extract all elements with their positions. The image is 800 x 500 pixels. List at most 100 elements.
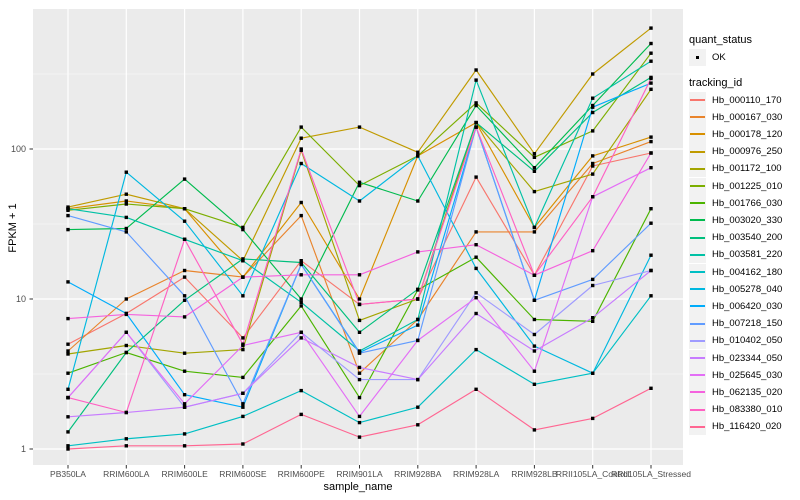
legend-line-icon <box>690 357 705 359</box>
data-point-marker <box>299 273 303 277</box>
point-marker-icon <box>696 55 700 59</box>
legend-item-Hb_000976_250: Hb_000976_250 <box>689 143 800 161</box>
data-point-marker <box>591 161 595 166</box>
data-point-marker <box>532 169 537 173</box>
data-point-marker <box>241 347 245 352</box>
data-point-marker <box>474 266 478 271</box>
x-tick-label-RRIM901LA: RRIM901LA <box>336 469 383 479</box>
data-point-marker <box>532 230 537 234</box>
data-point-marker <box>182 402 187 406</box>
x-tick-label-RRII105LA_Control: RRII105LA_Control <box>555 469 630 479</box>
data-point-marker <box>66 430 70 434</box>
data-point-marker <box>474 296 478 300</box>
x-tick-label-RRIM600LA: RRIM600LA <box>103 469 150 479</box>
data-point-marker <box>182 207 187 211</box>
legend-title-tracking-id: tracking_id <box>689 77 743 89</box>
data-point-marker <box>66 207 70 211</box>
data-point-marker <box>532 332 537 337</box>
data-point-marker <box>182 405 187 409</box>
data-point-marker <box>66 447 70 451</box>
data-point-marker <box>241 391 245 395</box>
data-point-marker <box>241 227 245 232</box>
data-point-marker <box>182 393 187 397</box>
data-point-marker <box>532 166 537 170</box>
legend-item-Hb_116420_020: Hb_116420_020 <box>689 418 800 436</box>
legend-item-Hb_003020_330: Hb_003020_330 <box>689 211 800 229</box>
data-point-marker <box>591 371 595 375</box>
data-point-marker <box>299 297 303 301</box>
data-point-marker <box>591 96 595 100</box>
data-point-marker <box>649 87 653 91</box>
data-point-marker <box>299 304 303 308</box>
legend-item-label: Hb_004162_180 <box>712 266 783 278</box>
x-tick-label-RRIM600SE: RRIM600SE <box>219 469 267 479</box>
data-point-marker <box>182 237 187 241</box>
data-point-marker <box>474 311 478 316</box>
data-point-marker <box>649 59 653 63</box>
data-point-marker <box>241 375 245 380</box>
data-point-marker <box>416 405 420 409</box>
data-point-marker <box>66 387 70 391</box>
data-point-marker <box>649 221 653 225</box>
legend-item-label: Hb_007218_150 <box>712 318 783 330</box>
data-point-marker <box>357 180 362 184</box>
x-tick-label-PB350LA: PB350LA <box>50 469 86 479</box>
legend-item-label: Hb_000110_170 <box>712 94 782 106</box>
data-point-marker <box>649 41 653 46</box>
data-point-marker <box>532 152 537 156</box>
data-point-marker <box>182 294 187 298</box>
data-point-marker <box>649 51 653 55</box>
legend-line-icon <box>690 288 705 291</box>
data-point-marker <box>357 420 362 425</box>
legend-line-icon <box>690 408 705 411</box>
data-point-marker <box>182 315 187 319</box>
legend-line-icon <box>690 133 705 136</box>
y-tick-label-10: 10 <box>15 293 26 304</box>
legend-swatch <box>689 194 706 212</box>
data-point-marker <box>532 369 537 373</box>
data-point-marker <box>357 330 362 334</box>
data-point-marker <box>591 277 595 282</box>
data-point-marker <box>474 255 478 259</box>
data-point-marker <box>299 262 303 267</box>
data-point-marker <box>66 227 70 232</box>
data-point-marker <box>182 219 187 223</box>
data-point-marker <box>357 302 362 307</box>
data-point-marker <box>416 199 420 203</box>
legend-swatch <box>689 401 706 419</box>
legend-item-label: Hb_023344_050 <box>712 352 783 364</box>
data-point-marker <box>124 437 128 441</box>
data-point-marker <box>532 298 537 302</box>
data-point-marker <box>532 155 537 159</box>
data-point-marker <box>66 342 70 346</box>
data-point-marker <box>241 342 245 346</box>
data-point-marker <box>649 268 653 273</box>
legend-line-icon <box>690 167 705 170</box>
data-point-marker <box>124 170 128 174</box>
legend-swatch <box>689 229 706 247</box>
y-tick-label-1: 1 <box>20 443 26 454</box>
legend-line-icon <box>690 219 705 222</box>
data-point-marker <box>357 199 362 203</box>
data-point-marker <box>532 273 537 277</box>
data-point-marker <box>124 330 128 334</box>
data-point-marker <box>124 312 128 317</box>
data-point-marker <box>124 343 128 348</box>
legend-item-label: Hb_005278_040 <box>712 283 783 295</box>
data-point-marker <box>241 414 245 419</box>
legend-item-label: Hb_116420_020 <box>712 421 782 433</box>
legend-item-Hb_062135_020: Hb_062135_020 <box>689 383 800 401</box>
data-point-marker <box>649 151 653 155</box>
data-point-marker <box>241 225 245 230</box>
legend-item-label: Hb_001225_010 <box>712 180 783 192</box>
data-point-marker <box>299 412 303 417</box>
data-point-marker <box>649 207 653 211</box>
data-point-marker <box>474 387 478 391</box>
x-tick-label-RRIM928BA: RRIM928BA <box>394 469 442 479</box>
data-point-marker <box>357 318 362 323</box>
data-point-marker <box>474 101 478 105</box>
legend-item-Hb_003540_200: Hb_003540_200 <box>689 229 800 247</box>
data-point-marker <box>649 76 653 81</box>
